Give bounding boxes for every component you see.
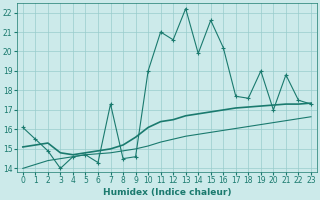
X-axis label: Humidex (Indice chaleur): Humidex (Indice chaleur) <box>103 188 231 197</box>
